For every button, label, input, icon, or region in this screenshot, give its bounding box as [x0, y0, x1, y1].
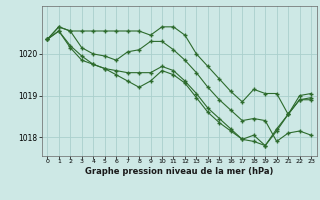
X-axis label: Graphe pression niveau de la mer (hPa): Graphe pression niveau de la mer (hPa)	[85, 167, 273, 176]
